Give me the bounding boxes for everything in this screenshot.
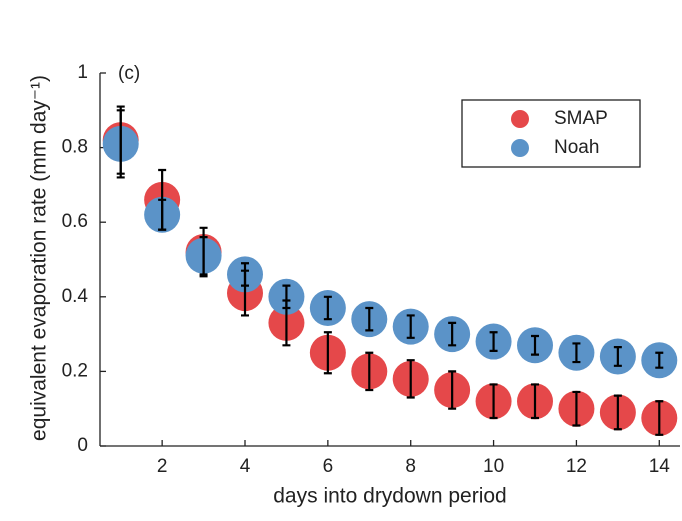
error-bar — [282, 284, 291, 310]
error-bar — [241, 262, 249, 287]
error-bar — [531, 334, 539, 356]
legend-label: Noah — [554, 137, 599, 158]
error-bar — [158, 198, 167, 231]
y-tick-label: 1 — [77, 62, 88, 83]
panel-label: (c) — [118, 63, 140, 84]
x-tick-label: 10 — [483, 456, 504, 477]
error-bar — [448, 370, 457, 410]
error-bar — [406, 314, 415, 339]
y-tick-label: 0.8 — [62, 137, 88, 158]
error-bar — [489, 331, 498, 352]
error-bar — [531, 383, 539, 420]
error-bar — [572, 390, 581, 427]
error-bar — [116, 109, 125, 179]
x-axis-label: days into drydown period — [273, 485, 506, 508]
y-tick-label: 0.6 — [62, 211, 88, 232]
error-bar — [365, 306, 374, 332]
error-bar — [655, 351, 664, 369]
error-bar — [365, 351, 374, 392]
y-tick-label: 0.2 — [62, 360, 88, 381]
error-bar — [323, 331, 332, 375]
error-bar — [199, 236, 208, 276]
error-bar — [323, 295, 332, 321]
error-bar — [655, 400, 664, 436]
y-tick-label: 0 — [77, 435, 88, 456]
legend-marker — [511, 110, 529, 128]
legend-box — [461, 99, 641, 168]
x-tick-label: 8 — [405, 456, 416, 477]
x-tick-label: 4 — [240, 456, 251, 477]
x-tick-label: 12 — [566, 456, 587, 477]
error-bar — [613, 394, 622, 431]
x-tick-label: 6 — [323, 456, 334, 477]
y-axis-label: equivalent evaporation rate (mm day⁻¹) — [28, 75, 51, 441]
y-tick-label: 0.4 — [62, 286, 89, 307]
legend-marker — [511, 139, 529, 157]
error-bar — [572, 342, 581, 364]
error-bar — [489, 383, 498, 420]
x-tick-label: 14 — [649, 456, 671, 477]
legend-label: SMAP — [554, 108, 608, 129]
error-bar — [613, 346, 622, 367]
error-bar — [448, 321, 457, 347]
error-bar — [406, 359, 415, 399]
x-tick-label: 2 — [157, 456, 168, 477]
